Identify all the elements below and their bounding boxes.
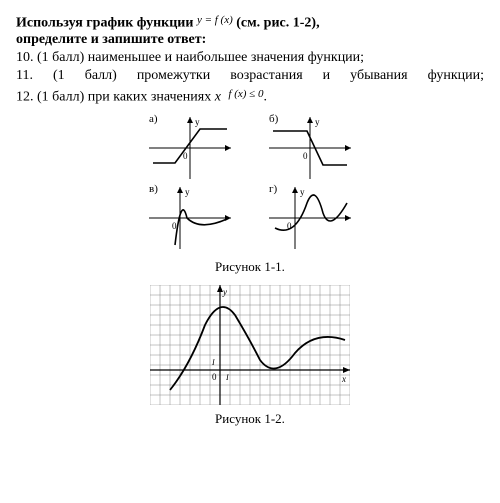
- panel-v-svg: y 0: [145, 183, 235, 253]
- panel-v-label: в): [149, 183, 158, 195]
- panel-a-label: а): [149, 113, 158, 125]
- problem-10: 10. (1 балл) наименьшее и наибольшее зна…: [16, 50, 484, 66]
- panel-g-label: г): [269, 183, 277, 195]
- problem-12: 12. (1 балл) при каких значениях x f (x)…: [16, 86, 484, 106]
- problem-12-var: x: [215, 89, 221, 104]
- fig2-unit-x: I: [225, 373, 229, 382]
- header-formula: y = f (x): [197, 14, 233, 26]
- figure-1-2: 0 I I y x: [16, 285, 484, 405]
- panel-b-label: б): [269, 113, 278, 125]
- task-header: Используя график функции y = f (x) (см. …: [16, 12, 484, 32]
- problem-11: 11. (1 балл) промежутки возрастания и уб…: [16, 68, 484, 84]
- panel-g: г) y 0: [265, 183, 355, 253]
- figure-1-2-caption: Рисунок 1-2.: [16, 411, 484, 427]
- header-text-2: (см. рис. 1-2),: [233, 16, 320, 31]
- panel-b: б) y 0: [265, 113, 355, 183]
- problem-12-formula: f (x) ≤ 0: [228, 88, 263, 100]
- fig2-unit-y: I: [211, 358, 215, 367]
- y-axis-label: y: [195, 117, 200, 127]
- fig2-x-label: x: [341, 374, 346, 384]
- origin-label: 0: [303, 151, 308, 161]
- y-axis-label: y: [315, 117, 320, 127]
- panel-b-svg: y 0: [265, 113, 355, 183]
- fig2-origin: 0: [212, 372, 217, 382]
- panel-a: а) y 0: [145, 113, 235, 183]
- figure-1-2-svg: 0 I I y x: [150, 285, 350, 405]
- panel-v: в) y 0: [145, 183, 235, 253]
- problem-12-text: 12. (1 балл) при каких значениях: [16, 89, 215, 104]
- task-header-line2: определите и запишите ответ:: [16, 32, 484, 48]
- figure-row-1: а) y 0 б) y 0: [16, 113, 484, 183]
- origin-label: 0: [183, 151, 188, 161]
- y-axis-label: y: [185, 187, 190, 197]
- figure-1-1-caption: Рисунок 1-1.: [16, 259, 484, 275]
- panel-a-svg: y 0: [145, 113, 235, 183]
- figure-row-2: в) y 0 г) y 0: [16, 183, 484, 253]
- header-text-1: Используя график функции: [16, 16, 197, 31]
- panel-g-svg: y 0: [265, 183, 355, 253]
- fig2-y-label: y: [222, 287, 227, 297]
- y-axis-label: y: [300, 187, 305, 197]
- figure-1-1: а) y 0 б) y 0: [16, 113, 484, 427]
- problem-12-end: .: [263, 89, 267, 104]
